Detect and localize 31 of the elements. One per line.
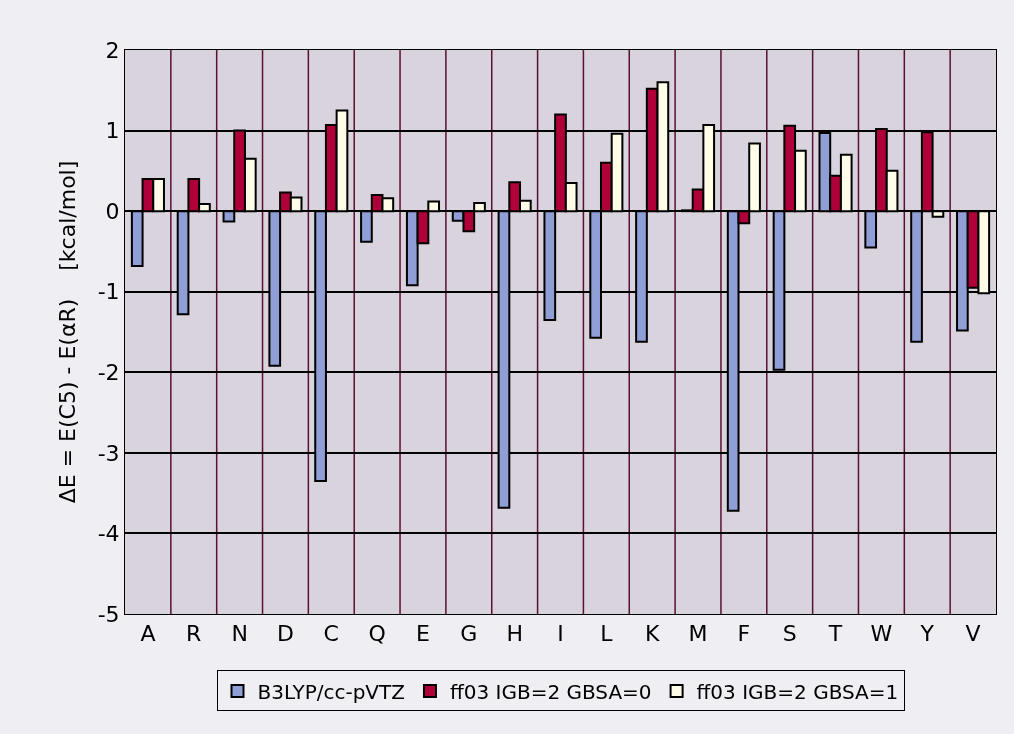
y-tick-label: 0	[105, 198, 120, 224]
x-tick-label: T	[827, 621, 843, 647]
x-tick-label: E	[416, 621, 430, 647]
y-tick-label: 1	[105, 118, 120, 144]
y-tick-label: -3	[97, 440, 120, 466]
x-tick-label: S	[782, 621, 797, 647]
x-tick-label: W	[870, 621, 893, 647]
x-tick-label: Q	[368, 621, 386, 647]
x-tick-label: A	[140, 621, 156, 647]
x-tick-label: Y	[919, 621, 935, 647]
x-tick-label: L	[600, 621, 614, 647]
x-tick-label: G	[460, 621, 478, 647]
legend-label: ff03 IGB=2 GBSA=1	[696, 679, 899, 704]
x-tick-label: H	[506, 621, 523, 647]
x-tick-label: K	[644, 621, 660, 647]
y-tick-label: -2	[97, 359, 120, 385]
y-tick-label: -5	[97, 601, 120, 627]
x-tick-label: I	[557, 621, 564, 647]
legend-label: ff03 IGB=2 GBSA=0	[449, 679, 652, 704]
x-tick-label: R	[186, 621, 202, 647]
x-tick-label: F	[737, 621, 751, 647]
y-tick-label: 2	[105, 37, 120, 63]
x-tick-label: N	[231, 621, 248, 647]
y-tick-label: -1	[97, 279, 120, 305]
x-tick-label: V	[965, 621, 981, 647]
y-tick-label: -4	[97, 521, 120, 547]
legend-label: B3LYP/cc-pVTZ	[257, 679, 405, 704]
y-axis-title: ΔE = E(C5) - E(αR) [kcal/mol]	[55, 160, 81, 504]
x-tick-label: D	[276, 621, 294, 647]
x-tick-label: M	[688, 621, 708, 647]
x-tick-label: C	[323, 621, 339, 647]
